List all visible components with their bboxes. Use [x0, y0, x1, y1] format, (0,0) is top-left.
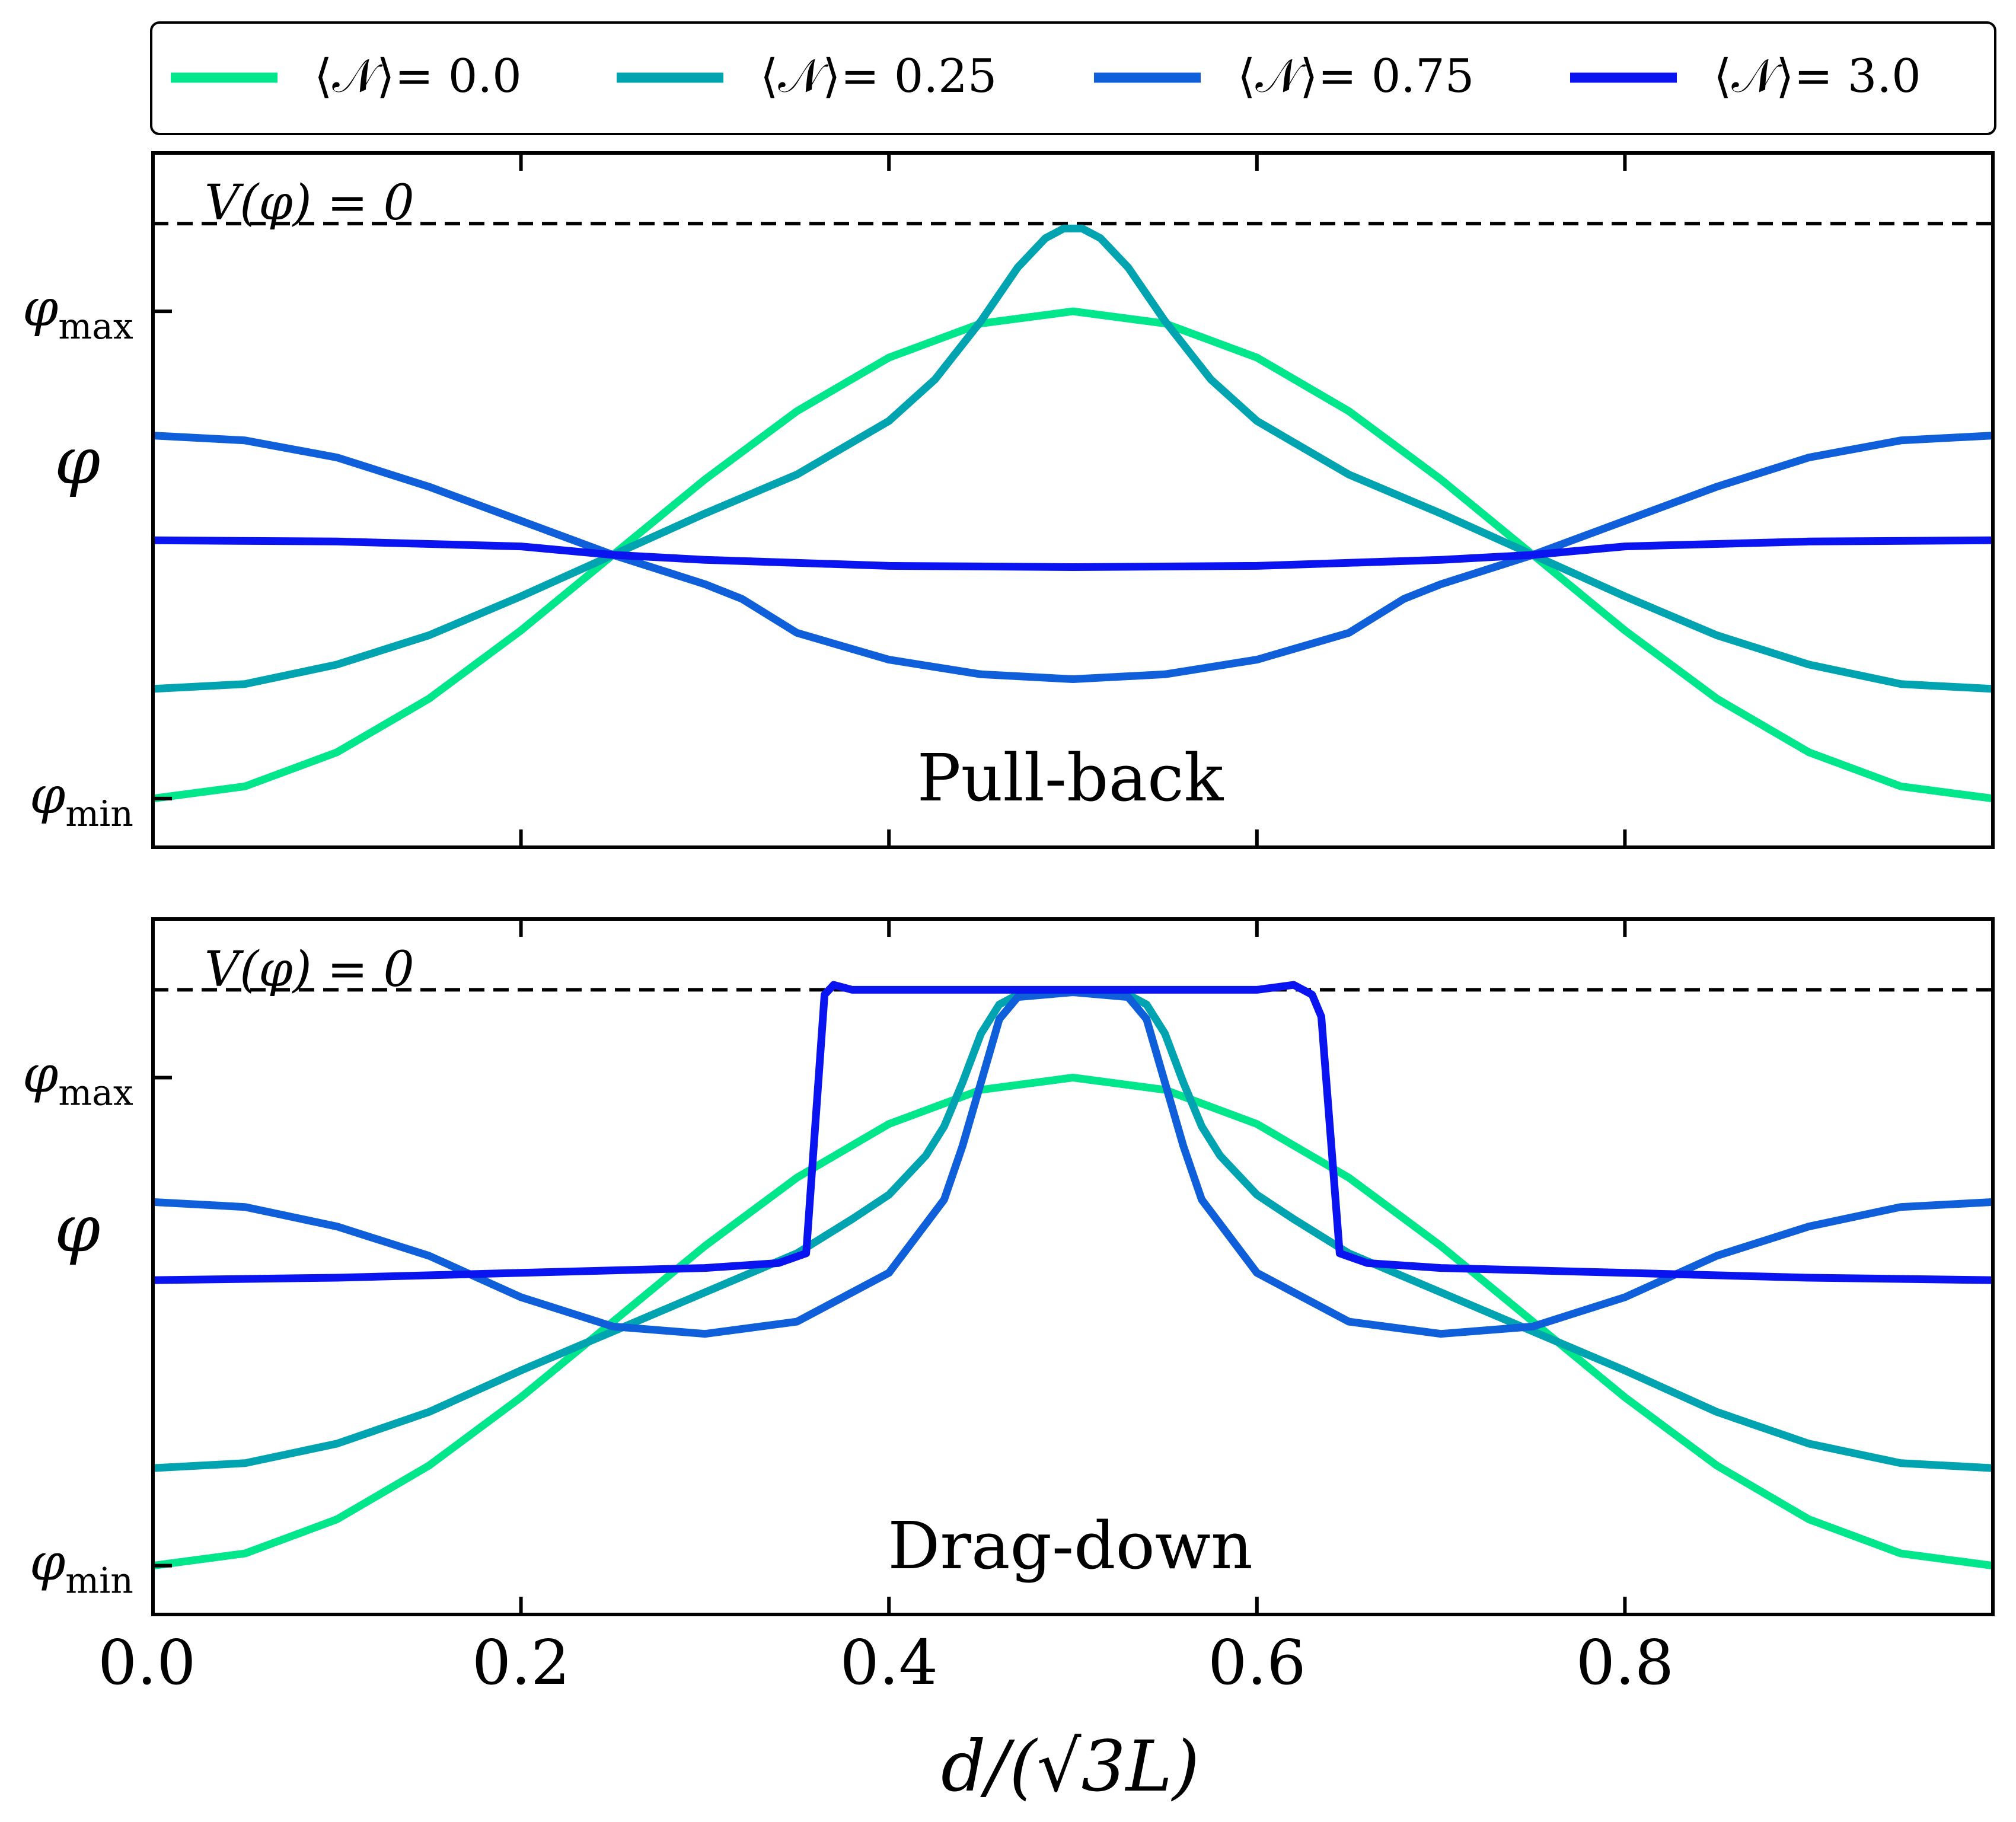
series-line-N025 [153, 224, 1993, 693]
legend-label: ⟨𝒩⟩= 0.0 [314, 50, 522, 103]
ytick-label-sub: min [65, 793, 133, 835]
reference-line-label: V(φ) = 0 [205, 175, 414, 231]
xtick-label: 0.0 [98, 1626, 196, 1699]
ytick-label-min: φmin [30, 766, 133, 835]
y-axis-label: φ [55, 423, 100, 499]
panel-title: Drag-down [888, 1508, 1253, 1584]
plot-area [153, 981, 1993, 1570]
legend-entry[interactable]: ⟨𝒩⟩= 0.0 [171, 50, 522, 103]
xtick-label: 0.6 [1208, 1626, 1306, 1699]
ytick-label-base: φ [30, 766, 65, 825]
series-line-N0 [153, 307, 1993, 803]
ytick-label-min: φmin [30, 1533, 133, 1602]
series-line-N3 [153, 536, 1993, 571]
axes-frame [151, 917, 1995, 1616]
plot-area [153, 222, 1993, 803]
legend-label: ⟨𝒩⟩= 3.0 [1714, 50, 1921, 103]
legend-entry[interactable]: ⟨𝒩⟩= 3.0 [1570, 50, 1921, 103]
reference-line-label: V(φ) = 0 [205, 942, 414, 998]
ytick-label-max: φmax [23, 1045, 133, 1114]
ytick-label-base: φ [23, 279, 58, 338]
axes-frame [151, 151, 1995, 849]
series-line-N025 [153, 988, 1993, 1472]
legend-entry[interactable]: ⟨𝒩⟩= 0.25 [617, 50, 997, 103]
xtick-label: 0.8 [1576, 1626, 1674, 1699]
legend: ⟨𝒩⟩= 0.0 ⟨𝒩⟩= 0.25 ⟨𝒩⟩= 0.75 ⟨𝒩⟩= 3.0 [150, 21, 1996, 135]
ytick-label-max: φmax [23, 279, 133, 347]
series-line-N3 [153, 981, 1993, 1284]
x-tick-labels: 0.0 0.2 0.4 0.6 0.8 [98, 1626, 1674, 1699]
y-axis-label: φ [55, 1191, 100, 1266]
x-ticks [519, 153, 1627, 847]
ytick-label-base: φ [30, 1533, 65, 1593]
ytick-label-base: φ [23, 1045, 58, 1105]
legend-label: ⟨𝒩⟩= 0.25 [760, 50, 997, 103]
panel-title: Pull-back [917, 740, 1224, 816]
legend-frame [150, 21, 1996, 135]
x-ticks [519, 919, 1627, 1614]
x-axis-label: d/(√3L) [941, 1725, 1200, 1807]
panel-drag-down: V(φ) = 0 Drag-down φmax φmin φ 0.0 0.2 0.4… [23, 917, 1995, 1699]
xtick-label: 0.4 [840, 1626, 937, 1699]
legend-label: ⟨𝒩⟩= 0.75 [1237, 50, 1474, 103]
y-ticks: φmax φmin [23, 279, 172, 835]
legend-entry[interactable]: ⟨𝒩⟩= 0.75 [1094, 50, 1474, 103]
ytick-label-sub: min [65, 1561, 133, 1602]
panel-pull-back: V(φ) = 0 Pull-back φmax φmin φ [23, 151, 1995, 849]
ytick-label-sub: max [58, 1073, 133, 1114]
series-line-N0 [153, 1074, 1993, 1570]
series-line-N075 [153, 988, 1993, 1338]
y-ticks: φmax φmin [23, 1045, 172, 1602]
ytick-label-sub: max [58, 306, 133, 347]
xtick-label: 0.2 [472, 1626, 570, 1699]
series-line-N075 [153, 432, 1993, 683]
